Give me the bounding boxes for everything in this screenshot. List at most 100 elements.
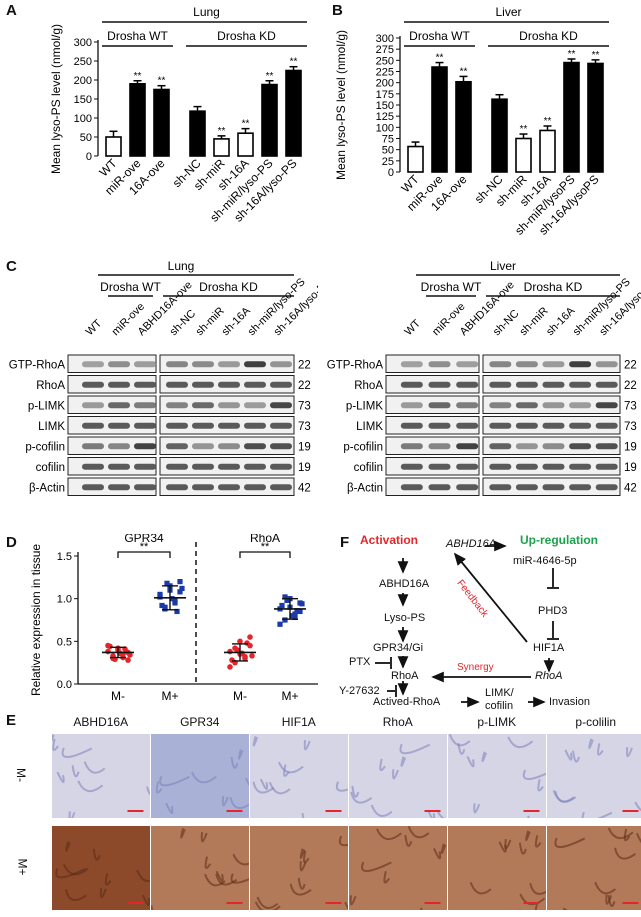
ihc-tile	[448, 734, 546, 818]
blot-band	[82, 443, 104, 450]
blot-band	[456, 361, 479, 368]
ihc-column-label: ABHD16A	[73, 715, 129, 729]
kda-label: 22	[624, 380, 637, 392]
y-tick-label: 150	[376, 100, 394, 112]
blot-band	[569, 484, 592, 491]
blot-band	[244, 422, 266, 429]
blot-band	[542, 361, 565, 368]
blot-group-label: Drosha KD	[199, 280, 258, 294]
ihc-column-label: RhoA	[382, 715, 413, 729]
blot-band	[82, 402, 104, 409]
blot-band	[166, 361, 188, 368]
blot-row-label: LIMK	[38, 421, 65, 433]
blot-band	[428, 361, 451, 368]
blot-band	[400, 443, 423, 450]
x-tick-label: M+	[281, 689, 298, 703]
data-point	[229, 657, 235, 663]
blot-band	[515, 402, 538, 409]
blot-band	[108, 402, 130, 409]
blot-band	[428, 463, 451, 470]
data-point	[289, 613, 295, 619]
y-tick-label: 250	[376, 55, 394, 67]
blot-band	[218, 381, 240, 388]
significance-mark: **	[140, 541, 149, 553]
rhoa-node: RhoA	[391, 670, 419, 682]
rhoa-gene-node: RhoA	[535, 670, 563, 682]
blot-band	[218, 402, 240, 409]
blot-band	[489, 402, 512, 409]
data-point	[294, 608, 300, 614]
bar-chart-lung: Lung Drosha WT Drosha KD 0 50 100 150 200 250 300…	[49, 5, 307, 225]
y-tick-label: 0.5	[57, 636, 72, 648]
blot-band	[428, 402, 451, 409]
blot-band	[569, 443, 592, 450]
blot-row-label: RhoA	[354, 380, 383, 392]
activation-label: Activation	[360, 533, 419, 547]
ihc-tile	[547, 734, 641, 818]
blot-band	[542, 463, 565, 470]
blot-band	[515, 463, 538, 470]
y-tick-label: 275	[376, 44, 394, 56]
blot-band	[428, 484, 451, 491]
blot-band	[82, 484, 104, 491]
data-point	[169, 596, 175, 602]
blot-band	[489, 381, 512, 388]
y-tick-label: 175	[376, 89, 394, 101]
blot-tissue-title: Lung	[168, 259, 195, 273]
lane-label: sh-NC	[168, 308, 199, 339]
blot-band	[489, 443, 512, 450]
lysops-node: Lyso-PS	[384, 612, 426, 624]
blot-row-label: GTP-RhoA	[327, 359, 384, 371]
blot-band	[166, 381, 188, 388]
blot-row-label: β-Actin	[347, 482, 383, 494]
significance-mark: **	[218, 126, 226, 137]
significance-mark: **	[261, 541, 270, 553]
y-tick-label: 0	[86, 151, 92, 163]
abhd16a-node: ABHD16A	[379, 578, 430, 590]
significance-mark: **	[544, 116, 552, 127]
synergy-label: Synergy	[457, 662, 494, 673]
blot-band	[489, 361, 512, 368]
blot-row-label: p-LIMK	[346, 400, 383, 412]
ihc-row-label: M-	[14, 768, 28, 782]
blot-band	[428, 422, 451, 429]
blot-band	[270, 381, 292, 388]
y-tick-label: 0.0	[57, 679, 72, 691]
blot-band	[244, 484, 266, 491]
ihc-column-label: GPR34	[180, 715, 220, 729]
blot-band	[192, 381, 214, 388]
actived-rhoa-node: Actived-RhoA	[373, 696, 441, 708]
blot-row-label: cofilin	[36, 462, 65, 474]
blot-band	[134, 361, 156, 368]
data-point	[244, 640, 250, 646]
blot-band	[82, 422, 104, 429]
mir-node: miR-4646-5p	[513, 555, 577, 567]
data-point	[177, 589, 183, 595]
y-axis-label: Relative expression in tissue	[29, 544, 43, 696]
blot-band	[82, 381, 104, 388]
blot-band	[489, 422, 512, 429]
group-title: GPR34	[124, 534, 164, 545]
x-tick-label: M-	[233, 689, 247, 703]
data-point	[284, 597, 290, 603]
ihc-tile	[349, 826, 447, 910]
blot-band	[192, 463, 214, 470]
blot-band	[244, 361, 266, 368]
kda-label: 73	[298, 421, 311, 433]
bar-sh-16A/lysoPS	[587, 62, 604, 173]
significance-mark: **	[568, 49, 576, 60]
y-tick-label: 250	[74, 56, 92, 68]
data-point	[107, 643, 113, 650]
blot-band	[270, 484, 292, 491]
blot-band	[108, 422, 130, 429]
blot-band	[595, 381, 618, 388]
blot-band	[134, 422, 156, 429]
panel-label-e: E	[6, 712, 17, 729]
data-point	[292, 611, 298, 617]
bar-miR-ove	[129, 83, 146, 157]
blot-band	[489, 463, 512, 470]
blot-band	[108, 443, 130, 450]
y-tick-label: 1.0	[57, 594, 72, 606]
data-point	[297, 608, 303, 615]
blot-band	[515, 484, 538, 491]
